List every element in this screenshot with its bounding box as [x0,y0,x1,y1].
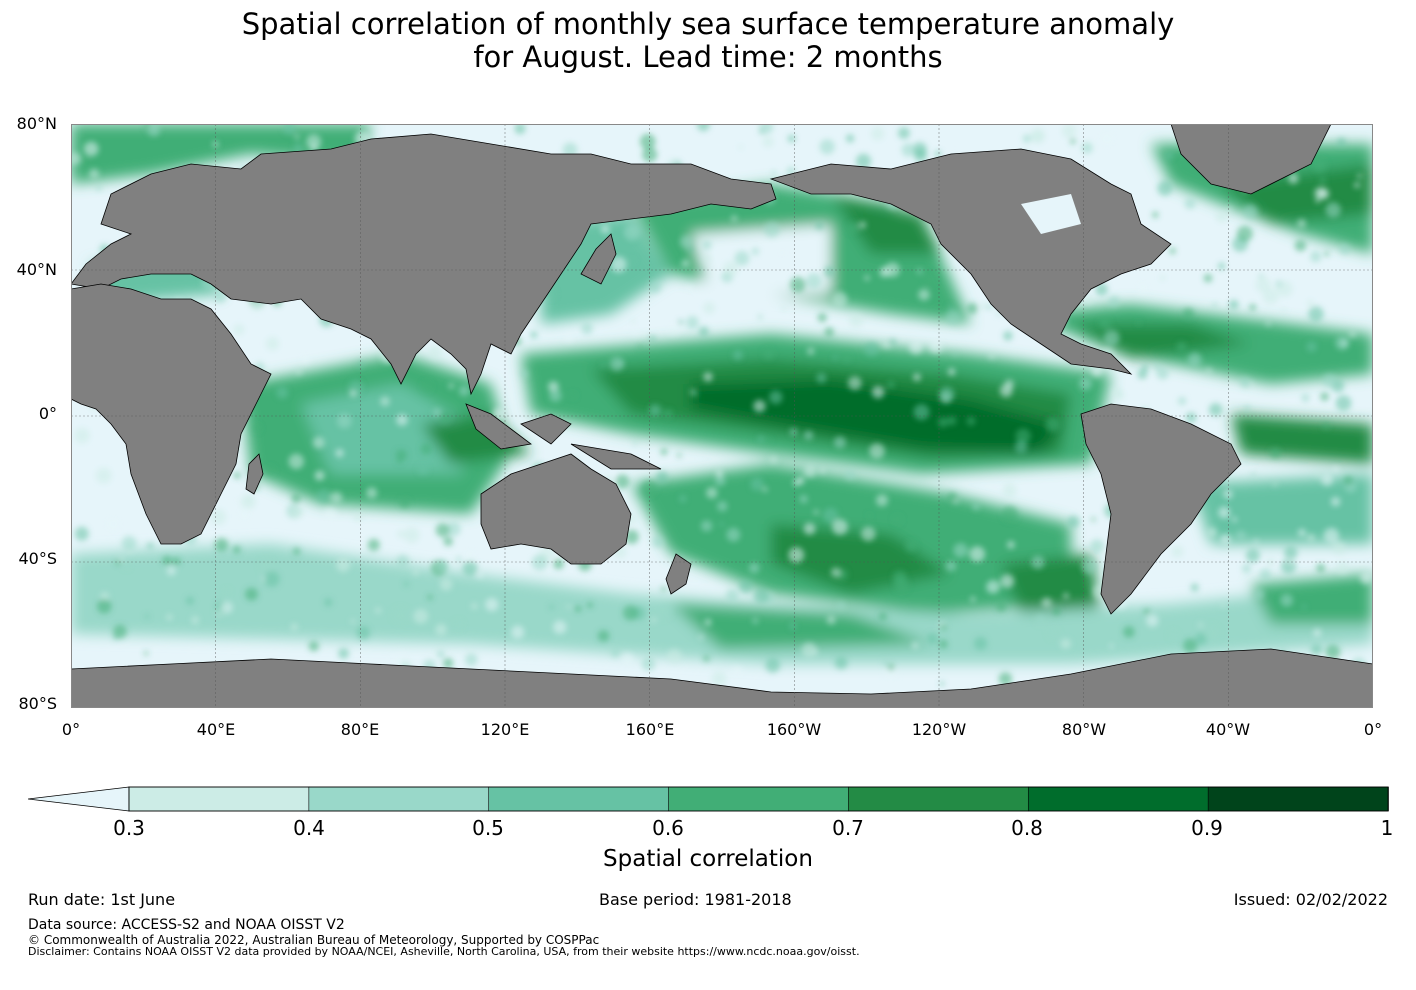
colorbar-tick-0-6: 0.6 [652,816,684,840]
colorbar-outline [128,786,1389,812]
data-source: Data source: ACCESS-S2 and NOAA OISST V2 [28,917,345,933]
lat-label-80n: 80°N [16,114,57,133]
colorbar-tick-0-4: 0.4 [293,816,325,840]
colorbar-segment-5 [848,786,1030,812]
colorbar-tick-0-8: 0.8 [1011,816,1043,840]
lon-label-120w: 120°W [911,720,967,739]
colorbar-extend-arrow [28,786,130,812]
colorbar-segment-4 [668,786,850,812]
lon-label-80w: 80°W [1061,720,1107,739]
gridlines [71,124,1373,708]
lat-label-40n: 40°N [16,260,57,279]
base-period: Base period: 1981-2018 [599,890,792,909]
colorbar-segment-6 [1027,786,1209,812]
run-date: Run date: 1st June [28,890,176,909]
title-line-2: for August. Lead time: 2 months [473,40,943,74]
lon-label-120e: 120°E [480,720,530,739]
lat-label-40s: 40°S [18,549,57,568]
colorbar-segment-7 [1207,786,1389,812]
copyright: © Commonwealth of Australia 2022, Austra… [28,933,600,947]
colorbar [28,786,1389,812]
lat-label-80s: 80°S [18,694,57,713]
colorbar-label: Spatial correlation [603,846,813,872]
lon-label-40e: 40°E [196,720,236,739]
issued-date: Issued: 02/02/2022 [1233,890,1388,909]
colorbar-tick-0-9: 0.9 [1191,816,1223,840]
lon-label-0-east: 0° [1363,720,1383,739]
colorbar-tick-0-7: 0.7 [832,816,864,840]
lat-label-0: 0° [38,404,57,423]
colorbar-tick-1: 1 [1380,816,1394,840]
colorbar-segment-2 [308,786,490,812]
correlation-map [71,124,1373,708]
map-svg [71,124,1373,708]
colorbar-tick-0-5: 0.5 [472,816,504,840]
disclaimer: Disclaimer: Contains NOAA OISST V2 data … [28,945,860,958]
map-frame [71,124,1373,708]
lon-label-160w: 160°W [766,720,822,739]
colorbar-tick-0-3: 0.3 [113,816,145,840]
title-line-1: Spatial correlation of monthly sea surfa… [241,7,1175,41]
colorbar-segment-3 [488,786,670,812]
colorbar-segment-1 [128,786,310,812]
lon-label-80e: 80°E [340,720,380,739]
chart-title: Spatial correlation of monthly sea surfa… [0,8,1416,74]
lon-label-40w: 40°W [1205,720,1251,739]
hudson-bay [1021,194,1081,234]
lon-label-0-west: 0° [61,720,81,739]
lon-label-160e: 160°E [625,720,675,739]
